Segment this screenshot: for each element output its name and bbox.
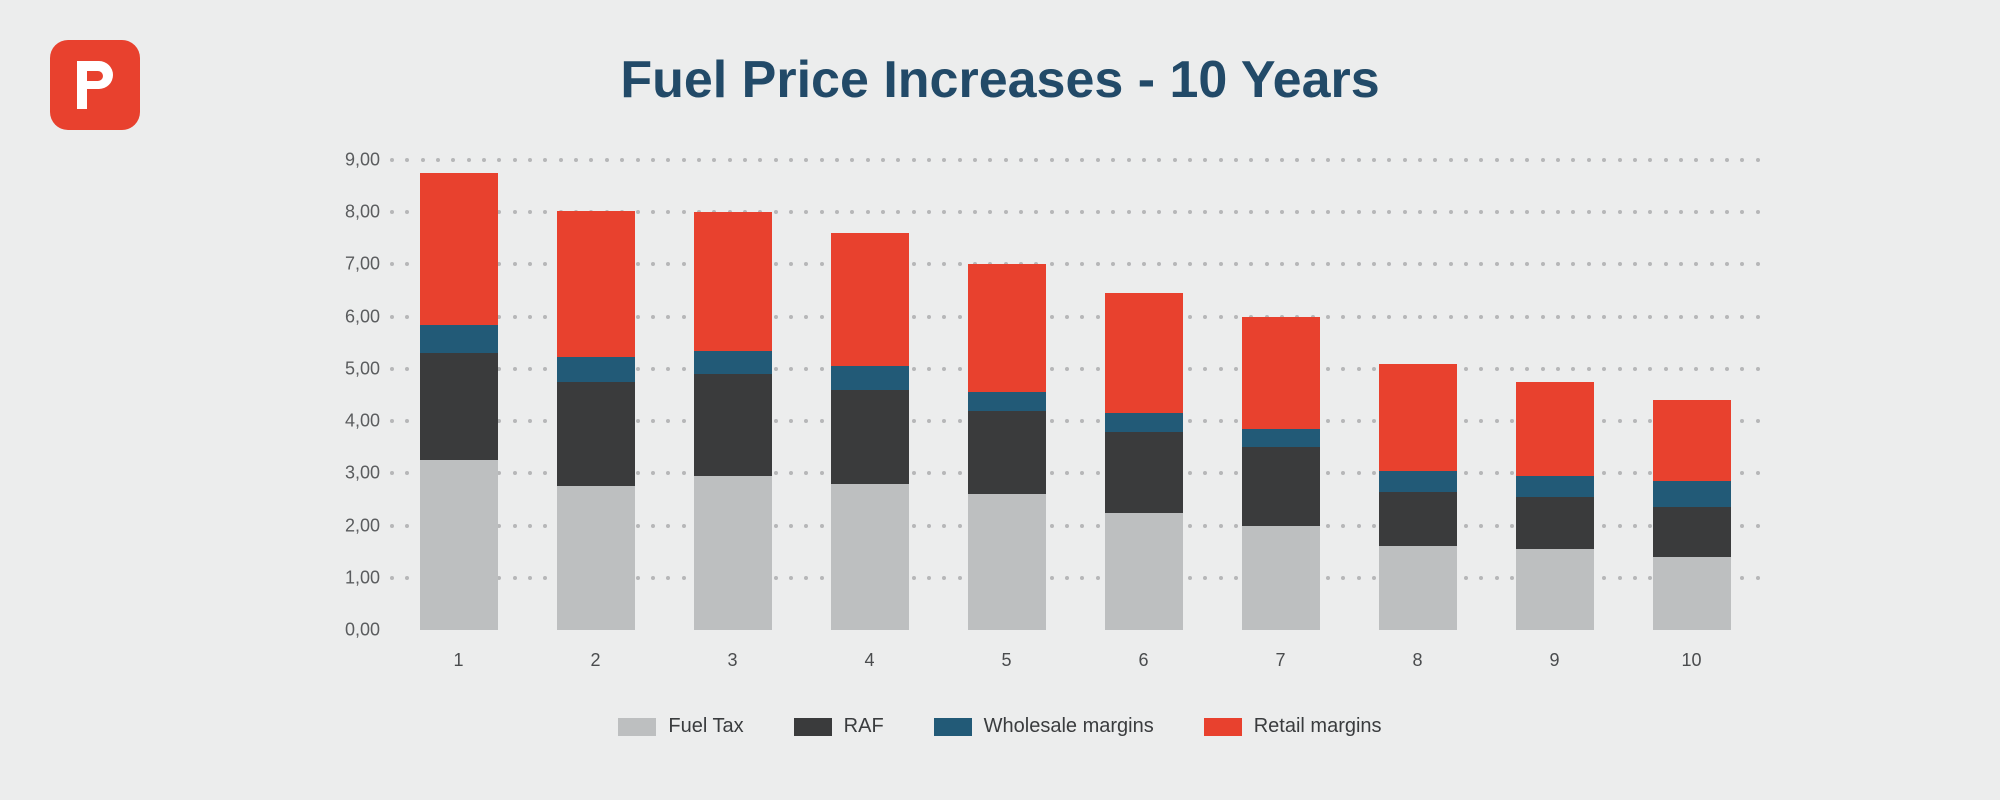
bars-container [390,160,1760,630]
bar-segment-raf [420,353,498,460]
x-tick-label: 7 [1242,650,1320,671]
bar-segment-raf [968,411,1046,495]
legend-label: Fuel Tax [668,715,743,738]
legend-item-fuel_tax: Fuel Tax [618,715,743,738]
bar-segment-retail [968,264,1046,392]
x-tick-label: 1 [420,650,498,671]
bar-segment-fuel_tax [831,484,909,630]
bar-segment-wholesale [1242,429,1320,447]
bar-segment-fuel_tax [557,486,635,630]
x-tick-label: 3 [694,650,772,671]
y-tick-label: 3,00 [320,463,380,484]
bar-segment-wholesale [694,351,772,375]
y-tick-label: 4,00 [320,411,380,432]
bar-segment-retail [420,173,498,324]
bar-segment-wholesale [1105,413,1183,431]
bar [1516,382,1594,630]
y-tick-label: 7,00 [320,254,380,275]
bar-segment-raf [831,390,909,484]
bar-segment-fuel_tax [420,460,498,630]
y-tick-label: 2,00 [320,515,380,536]
legend-label: Retail margins [1254,715,1382,738]
x-tick-label: 8 [1379,650,1457,671]
y-tick-label: 5,00 [320,358,380,379]
y-tick-label: 0,00 [320,620,380,641]
bar-segment-raf [1105,432,1183,513]
chart: 0,001,002,003,004,005,006,007,008,009,00… [320,160,1770,630]
bar-segment-wholesale [968,392,1046,410]
legend-swatch [618,718,656,736]
y-tick-label: 8,00 [320,202,380,223]
legend-swatch [934,718,972,736]
chart-title: Fuel Price Increases - 10 Years [0,50,2000,110]
x-tick-label: 2 [557,650,635,671]
bar-segment-fuel_tax [694,476,772,630]
bar-segment-retail [1379,364,1457,471]
bar-segment-raf [1379,492,1457,547]
legend-swatch [1204,718,1242,736]
bar [968,264,1046,630]
x-tick-label: 10 [1653,650,1731,671]
legend-label: RAF [844,715,884,738]
legend-item-wholesale: Wholesale margins [934,715,1154,738]
bar [1379,364,1457,630]
y-tick-label: 6,00 [320,306,380,327]
bar [1653,400,1731,630]
bar-segment-fuel_tax [1516,549,1594,630]
bar [694,212,772,630]
legend-label: Wholesale margins [984,715,1154,738]
bar-segment-wholesale [831,366,909,390]
legend-item-raf: RAF [794,715,884,738]
bar [557,211,635,630]
bar-segment-fuel_tax [1242,526,1320,630]
bar-segment-retail [1653,400,1731,481]
bar-segment-fuel_tax [1105,513,1183,631]
bar-segment-raf [557,382,635,486]
bar-segment-raf [694,374,772,476]
bar-segment-wholesale [420,325,498,354]
bar-segment-wholesale [1516,476,1594,497]
bar [1105,293,1183,630]
bar-segment-wholesale [1379,471,1457,492]
y-tick-label: 9,00 [320,150,380,171]
bar-segment-retail [557,211,635,357]
legend: Fuel Tax RAF Wholesale margins Retail margi… [0,715,2000,738]
bar-segment-wholesale [1653,481,1731,507]
legend-swatch [794,718,832,736]
x-tick-label: 4 [831,650,909,671]
x-tick-label: 6 [1105,650,1183,671]
bar-segment-retail [1242,317,1320,429]
bar-segment-retail [1105,293,1183,413]
bar-segment-fuel_tax [1379,546,1457,630]
bar-segment-raf [1242,447,1320,525]
bar-segment-fuel_tax [1653,557,1731,630]
y-tick-label: 1,00 [320,567,380,588]
legend-item-retail: Retail margins [1204,715,1382,738]
bar-segment-wholesale [557,357,635,382]
bar-segment-raf [1653,507,1731,557]
x-tick-label: 5 [968,650,1046,671]
x-axis-labels: 1 2 3 4 5 6 7 8 9 10 [390,650,1760,671]
bar-segment-raf [1516,497,1594,549]
bar-segment-retail [1516,382,1594,476]
bar-segment-fuel_tax [968,494,1046,630]
bar-segment-retail [694,212,772,350]
plot-area [390,160,1760,630]
x-tick-label: 9 [1516,650,1594,671]
bar [420,173,498,630]
bar-segment-retail [831,233,909,366]
bar [831,233,909,630]
bar [1242,317,1320,630]
